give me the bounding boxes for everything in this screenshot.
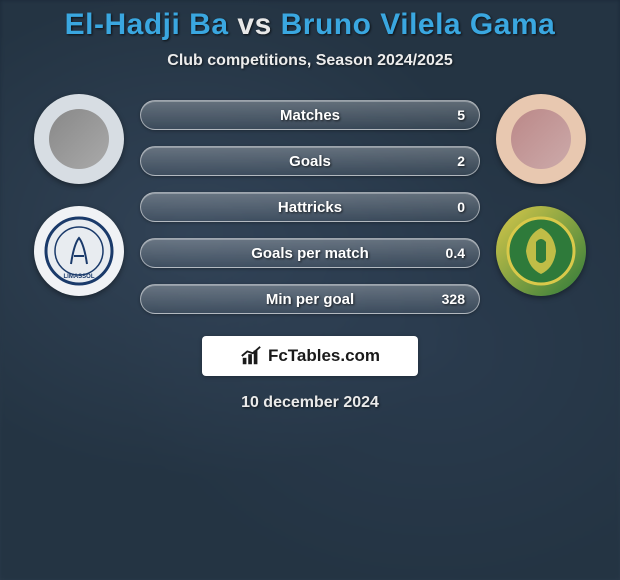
subtitle: Club competitions, Season 2024/2025 — [0, 52, 620, 70]
comparison-main: LIMASSOL Matches 5 Goals 2 Hattricks 0 — [0, 94, 620, 314]
left-side: LIMASSOL — [34, 94, 124, 296]
stat-label: Matches — [280, 107, 340, 124]
player2-avatar-placeholder — [511, 109, 571, 169]
stat-row-matches: Matches 5 — [140, 100, 480, 130]
svg-text:LIMASSOL: LIMASSOL — [64, 274, 95, 280]
player1-name: El-Hadji Ba — [65, 8, 229, 41]
date-label: 10 december 2024 — [0, 394, 620, 412]
page-title: El-Hadji Ba vs Bruno Vilela Gama — [0, 0, 620, 42]
brand-text: FcTables.com — [268, 346, 380, 366]
player2-name: Bruno Vilela Gama — [281, 8, 556, 41]
chart-icon — [240, 345, 262, 367]
apollon-badge-icon: LIMASSOL — [44, 216, 114, 286]
stat-row-goals: Goals 2 — [140, 146, 480, 176]
aek-badge-icon — [506, 216, 576, 286]
stat-label: Goals — [289, 153, 331, 170]
stat-label: Goals per match — [251, 245, 369, 262]
stat-row-gpm: Goals per match 0.4 — [140, 238, 480, 268]
player2-club-badge — [496, 206, 586, 296]
stat-value-right: 0.4 — [446, 245, 465, 261]
player2-avatar — [496, 94, 586, 184]
player1-avatar — [34, 94, 124, 184]
player1-avatar-placeholder — [49, 109, 109, 169]
stat-value-right: 2 — [457, 153, 465, 169]
stat-row-hattricks: Hattricks 0 — [140, 192, 480, 222]
brand-badge[interactable]: FcTables.com — [202, 336, 418, 376]
stat-value-right: 5 — [457, 107, 465, 123]
stat-row-mpg: Min per goal 328 — [140, 284, 480, 314]
stat-value-right: 328 — [442, 291, 465, 307]
stat-label: Hattricks — [278, 199, 342, 216]
player1-club-badge: LIMASSOL — [34, 206, 124, 296]
stat-value-right: 0 — [457, 199, 465, 215]
vs-separator: vs — [237, 8, 271, 41]
right-side — [496, 94, 586, 296]
main-content: El-Hadji Ba vs Bruno Vilela Gama Club co… — [0, 0, 620, 580]
stats-pills: Matches 5 Goals 2 Hattricks 0 Goals per … — [140, 100, 480, 314]
stat-label: Min per goal — [266, 291, 354, 308]
